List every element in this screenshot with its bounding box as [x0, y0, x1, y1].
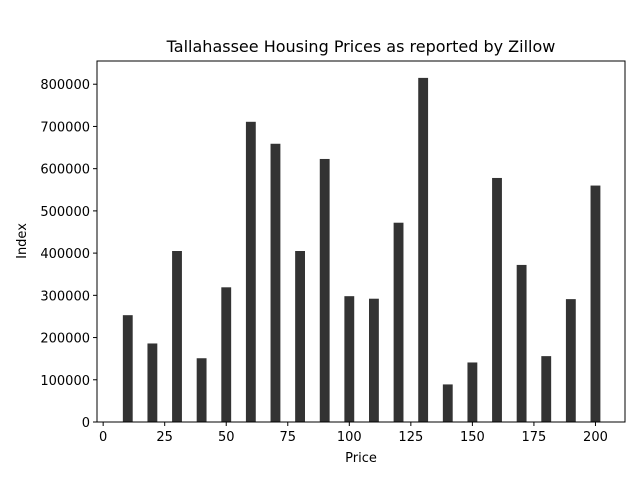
y-tick-label: 600000: [40, 163, 90, 178]
bar-110: [369, 298, 379, 422]
bar-80: [295, 251, 305, 422]
bar-130: [418, 77, 429, 422]
bar-200: [590, 185, 601, 422]
y-axis-label: Index: [15, 223, 30, 259]
y-axis-ticks: 0 100000 200000 300000 400000 500000 600000 700…: [40, 78, 97, 431]
bar-10: [122, 315, 133, 422]
x-tick-label: 150: [460, 430, 485, 445]
bar-170: [516, 264, 527, 422]
y-tick-label: 0: [82, 416, 90, 431]
bar-20: [147, 343, 158, 422]
bar-190: [565, 299, 576, 422]
x-axis-ticks: 0 25 50 75 100 125 150 175 200: [99, 422, 608, 445]
x-tick-label: 75: [279, 430, 296, 445]
y-tick-label: 800000: [40, 78, 90, 93]
bar-30: [172, 251, 182, 422]
y-tick-label: 700000: [40, 120, 90, 135]
y-tick-label: 500000: [40, 205, 90, 220]
bars-group: [122, 77, 601, 423]
bar-90: [319, 158, 330, 422]
x-tick-label: 50: [218, 430, 235, 445]
x-tick-label: 25: [156, 430, 173, 445]
bar-120: [393, 222, 404, 422]
bar-70: [270, 143, 281, 422]
chart-title: Tallahassee Housing Prices as reported b…: [166, 37, 556, 56]
bar-40: [196, 358, 207, 422]
y-tick-label: 100000: [40, 374, 90, 389]
y-tick-label: 400000: [40, 247, 90, 262]
x-tick-label: 175: [522, 430, 547, 445]
y-tick-label: 300000: [40, 289, 90, 304]
bar-50: [221, 287, 232, 422]
bar-60: [245, 121, 256, 423]
x-tick-label: 125: [398, 430, 423, 445]
plot-frame: [96, 60, 626, 423]
bar-100: [344, 296, 355, 422]
x-tick-label: 0: [99, 430, 107, 445]
bar-140: [442, 384, 453, 422]
x-axis-label: Price: [345, 451, 377, 466]
x-tick-label: 100: [337, 430, 362, 445]
x-tick-label: 200: [583, 430, 608, 445]
bar-180: [541, 356, 552, 422]
y-tick-label: 200000: [40, 332, 90, 347]
bar-150: [467, 362, 478, 422]
bar-160: [492, 177, 502, 422]
